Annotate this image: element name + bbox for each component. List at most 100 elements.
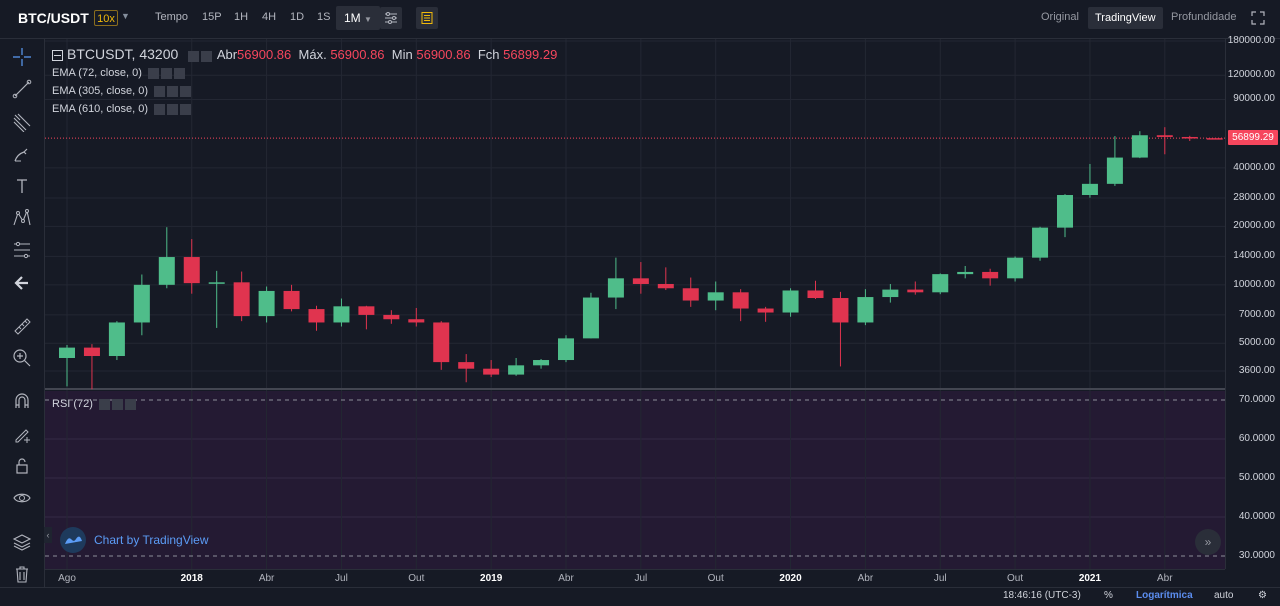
candle-body — [907, 289, 924, 293]
candle-body — [1081, 183, 1098, 196]
tradingview-logo-icon — [60, 527, 86, 553]
candle-body — [1206, 138, 1223, 140]
legend-buttons — [187, 48, 214, 63]
view-original-tab[interactable]: Original — [1041, 11, 1079, 23]
candle-body — [408, 319, 425, 323]
candle-body — [133, 284, 150, 323]
ema-72-label: EMA (72, close, 0) — [52, 67, 142, 79]
time-tick: Out — [408, 573, 425, 584]
fullscreen-icon[interactable] — [1251, 11, 1265, 30]
timeframe-1d[interactable]: 1D — [290, 11, 305, 23]
candle-body — [757, 308, 774, 313]
active-timeframe-label: 1M — [344, 11, 361, 25]
timeframe-15p[interactable]: 15P — [202, 11, 222, 23]
pitchfork-icon[interactable] — [10, 110, 34, 134]
price-tick: 10000.00 — [1233, 278, 1275, 290]
crosshair-icon[interactable] — [10, 45, 34, 69]
timeframe-4h[interactable]: 4H — [262, 11, 277, 23]
timeframe-1h[interactable]: 1H — [234, 11, 249, 23]
time-tick: 2020 — [779, 573, 802, 584]
price-tick: 3600.00 — [1238, 365, 1275, 376]
candle-body — [707, 292, 724, 301]
time-axis[interactable]: Ago 2018 Abr Jul Out 2019 Abr Jul Out 2020 Abr Jul O… — [45, 569, 1225, 588]
eye-icon[interactable] — [10, 486, 34, 510]
trash-icon[interactable] — [10, 562, 34, 586]
last-price-tag: 56899.29 — [1228, 130, 1278, 145]
trend-line-icon[interactable] — [10, 77, 34, 101]
magnet-icon[interactable] — [10, 389, 34, 413]
price-tick: 180000.00 — [1227, 35, 1275, 46]
candle-body — [932, 274, 949, 293]
view-depth-tab[interactable]: Profundidade — [1171, 11, 1237, 23]
settings-sliders-icon — [385, 12, 397, 24]
ema-72-legend[interactable]: EMA (72, close, 0) — [52, 67, 187, 79]
eye-icon[interactable] — [147, 67, 159, 79]
pattern-icon[interactable] — [10, 206, 34, 230]
close-icon[interactable] — [124, 398, 136, 410]
log-scale-toggle[interactable]: Logarítmica — [1136, 590, 1193, 601]
candle-body — [1131, 135, 1148, 158]
candle-body — [333, 306, 350, 323]
fibonacci-icon[interactable] — [10, 238, 34, 262]
gear-icon[interactable] — [160, 67, 172, 79]
text-icon[interactable] — [10, 174, 34, 198]
draw-mode-icon[interactable] — [10, 422, 34, 446]
candle-body — [233, 282, 250, 317]
tradingview-watermark[interactable]: Chart by TradingView — [60, 527, 209, 553]
ema-305-legend[interactable]: EMA (305, close, 0) — [52, 85, 193, 97]
indicators-button[interactable] — [380, 7, 402, 29]
time-tick: Abr — [857, 573, 874, 584]
lock-icon[interactable] — [10, 454, 34, 478]
candle-body — [582, 297, 599, 339]
candle-body — [857, 297, 874, 323]
auto-scale-toggle[interactable]: auto — [1214, 590, 1234, 601]
price-tick: 20000.00 — [1233, 220, 1275, 232]
time-tick: Out — [1007, 573, 1024, 584]
close-icon[interactable] — [180, 103, 191, 115]
scroll-to-realtime-button[interactable]: » — [1195, 529, 1221, 555]
collapse-toolbar-button[interactable]: ‹ — [44, 527, 52, 543]
candle-body — [208, 282, 225, 284]
view-tradingview-tab[interactable]: TradingView — [1088, 7, 1163, 29]
gear-icon[interactable] — [167, 103, 178, 115]
chart-settings-icon[interactable]: ⚙ — [1258, 590, 1267, 601]
leverage-badge[interactable]: 10x — [94, 10, 118, 26]
rsi-pane-background — [45, 391, 1225, 569]
zoom-in-icon[interactable] — [10, 346, 34, 370]
time-tick: Jul — [335, 573, 348, 584]
leverage-dropdown-icon[interactable]: ▼ — [121, 11, 130, 21]
timeframe-1m-active[interactable]: 1M ▼ — [336, 6, 380, 30]
layers-icon[interactable] — [10, 530, 34, 554]
eye-icon[interactable] — [98, 398, 110, 410]
ema-610-legend[interactable]: EMA (610, close, 0) — [52, 103, 193, 115]
timeframe-tempo[interactable]: Tempo — [155, 11, 189, 23]
collapse-legend-icon[interactable] — [52, 50, 63, 62]
settings-icon[interactable] — [187, 51, 199, 63]
close-icon[interactable] — [173, 67, 185, 79]
price-chart[interactable] — [45, 39, 1225, 569]
time-tick: Abr — [258, 573, 275, 584]
close-icon[interactable] — [180, 85, 191, 97]
candle-body — [782, 290, 799, 313]
clock-timezone[interactable]: 18:46:16 (UTC-3) — [1003, 590, 1081, 601]
percent-toggle[interactable]: % — [1104, 590, 1113, 601]
chevron-down-icon: ▼ — [364, 15, 372, 24]
candle-body — [832, 298, 849, 323]
rsi-tick: 30.0000 — [1238, 550, 1275, 561]
notes-button[interactable] — [416, 7, 438, 29]
brush-icon[interactable] — [10, 142, 34, 166]
ruler-icon[interactable] — [10, 314, 34, 338]
candle-body — [1181, 136, 1198, 139]
eye-icon[interactable] — [154, 85, 165, 97]
symbol-title[interactable]: BTC/USDT — [18, 10, 89, 26]
rsi-legend[interactable]: RSI (72) — [52, 398, 138, 410]
timeframe-1s[interactable]: 1S — [317, 11, 331, 23]
eye-icon[interactable] — [154, 103, 165, 115]
gear-icon[interactable] — [200, 51, 212, 63]
gear-icon[interactable] — [167, 85, 178, 97]
price-axis[interactable]: 180000.00 120000.00 90000.00 40000.00 28000.… — [1225, 35, 1280, 569]
gear-icon[interactable] — [111, 398, 123, 410]
time-tick: Ago — [58, 573, 76, 584]
back-arrow-icon[interactable] — [10, 271, 34, 295]
time-tick: Jul — [933, 573, 947, 584]
